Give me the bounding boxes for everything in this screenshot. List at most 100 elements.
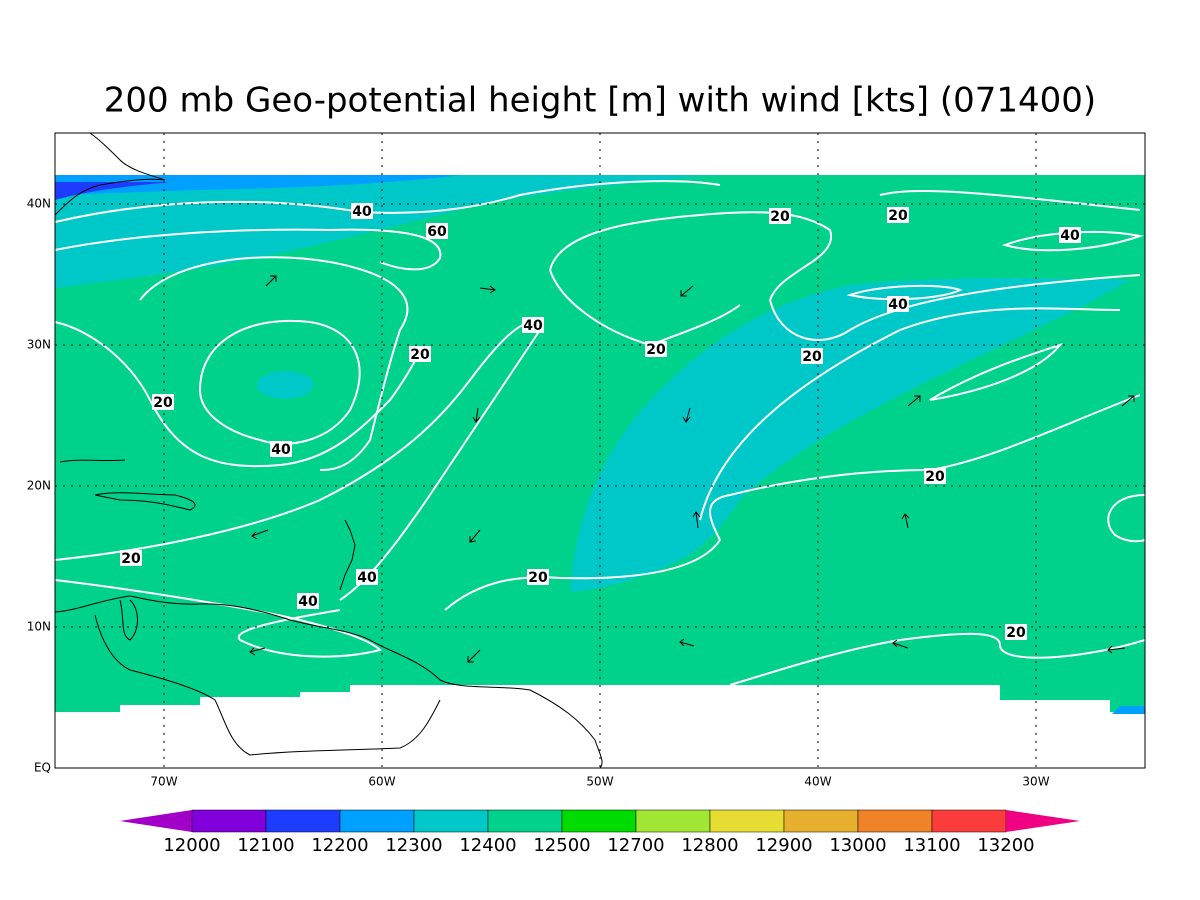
contour-label-box (297, 593, 319, 609)
wind-arrow (680, 285, 694, 297)
colorbar-segment (561, 809, 637, 833)
contour-line (54, 579, 382, 658)
contour-label-box (426, 223, 448, 239)
contour-line (1001, 230, 1144, 252)
contour-label: 20 (925, 469, 945, 485)
contour-line (699, 307, 1121, 521)
contour-label: 40 (271, 442, 291, 458)
contour-label: 40 (357, 570, 377, 586)
colorbar-segment (487, 809, 563, 833)
contour-label-box (769, 208, 791, 224)
wind-arrow (479, 285, 496, 294)
colorbar-segment (857, 809, 933, 833)
wind-arrows (249, 275, 1135, 663)
shading-12100 (55, 182, 170, 200)
contour-label: 20 (646, 342, 666, 358)
shading-12200 (1112, 706, 1145, 714)
contour-label-box (120, 550, 142, 566)
colorbar-segment (339, 809, 415, 833)
contour-label: 20 (1006, 625, 1026, 641)
contour-label: 40 (1060, 228, 1080, 244)
wind-arrow (251, 529, 269, 540)
coastline (119, 599, 138, 641)
contour-label: 40 (352, 204, 372, 220)
contour-label: 20 (410, 347, 430, 363)
wind-arrow (265, 275, 277, 287)
coastline (54, 595, 603, 769)
wind-arrow (472, 407, 481, 423)
coastline (54, 132, 166, 216)
colorbar-extend-low (120, 810, 192, 832)
shading-12200 (55, 175, 460, 195)
wind-arrow (682, 407, 691, 423)
contour-line (139, 256, 409, 471)
contour-label-box (1005, 624, 1027, 640)
contour-label: 20 (770, 209, 790, 225)
contour-line (549, 211, 1141, 341)
contour-label: 40 (888, 297, 908, 313)
contour-line (879, 189, 1141, 211)
contours (54, 180, 1146, 686)
contour-label-box (924, 468, 946, 484)
lon-tick-label: 50W (586, 775, 613, 789)
contour-line (729, 632, 1146, 686)
contour-label: 20 (802, 349, 822, 365)
colorbar-label: 12400 (459, 835, 516, 856)
contour-label-box (356, 569, 378, 585)
coastline (94, 492, 196, 511)
plot-frame (54, 132, 1146, 769)
contour-line (54, 228, 442, 271)
title: 200 mb Geo-potential height [m] with win… (104, 81, 1096, 121)
contour-line (54, 321, 426, 468)
wind-arrow (679, 638, 695, 647)
contour-label: 20 (121, 551, 141, 567)
wind-arrow (901, 513, 910, 529)
wind-arrow (692, 511, 701, 529)
wind-arrow (907, 395, 921, 407)
colorbar-segment (191, 809, 267, 833)
contour-label-box (152, 394, 174, 410)
colorbar: 12000 12100 12200 12300 12400 12500 12700 12800… (120, 809, 1080, 856)
wind-arrow (249, 647, 266, 656)
colorbar-label: 12700 (607, 835, 664, 856)
contour-label-box (409, 346, 431, 362)
contour-label: 40 (298, 594, 318, 610)
contour-label: 20 (528, 570, 548, 586)
colorbar-label: 12000 (163, 835, 220, 856)
colorbar-label: 12900 (755, 835, 812, 856)
lon-tick-label: 40W (804, 775, 831, 789)
colorbar-label: 13100 (903, 835, 960, 856)
lat-tick-label: 40N (27, 197, 51, 211)
lat-tick-label: 20N (27, 479, 51, 493)
colorbar-segment (783, 809, 859, 833)
colorbar-segment (413, 809, 489, 833)
lon-tick-label: 60W (368, 775, 395, 789)
colorbar-extend-high (1006, 810, 1080, 832)
coastline (59, 459, 126, 463)
contour-label-box (270, 441, 292, 457)
contour-labels: 40 60 20 20 40 40 20 20 20 40 20 40 20 20 40 20 40 20 (120, 203, 1081, 641)
wind-arrow (469, 529, 481, 543)
contour-label: 60 (427, 224, 447, 240)
wind-arrow (1107, 645, 1126, 654)
colorbar-label: 12500 (533, 835, 590, 856)
contour-label-box (887, 207, 909, 223)
coastlines (54, 132, 603, 769)
contour-label-box (527, 569, 549, 585)
contour-label-box (801, 348, 823, 364)
contour-line (929, 342, 1063, 401)
contour-line (1107, 494, 1146, 543)
wind-arrow (1121, 395, 1135, 407)
contour-line (444, 394, 1141, 611)
contour-line (54, 180, 721, 223)
wind-arrow (467, 649, 481, 663)
coastline (339, 519, 356, 591)
wind-arrow (892, 639, 909, 649)
colorbar-label: 12300 (385, 835, 442, 856)
contour-label-box (351, 203, 373, 219)
coastline (94, 614, 441, 756)
contour-label-box (645, 341, 667, 357)
contour-label-box (887, 296, 909, 312)
